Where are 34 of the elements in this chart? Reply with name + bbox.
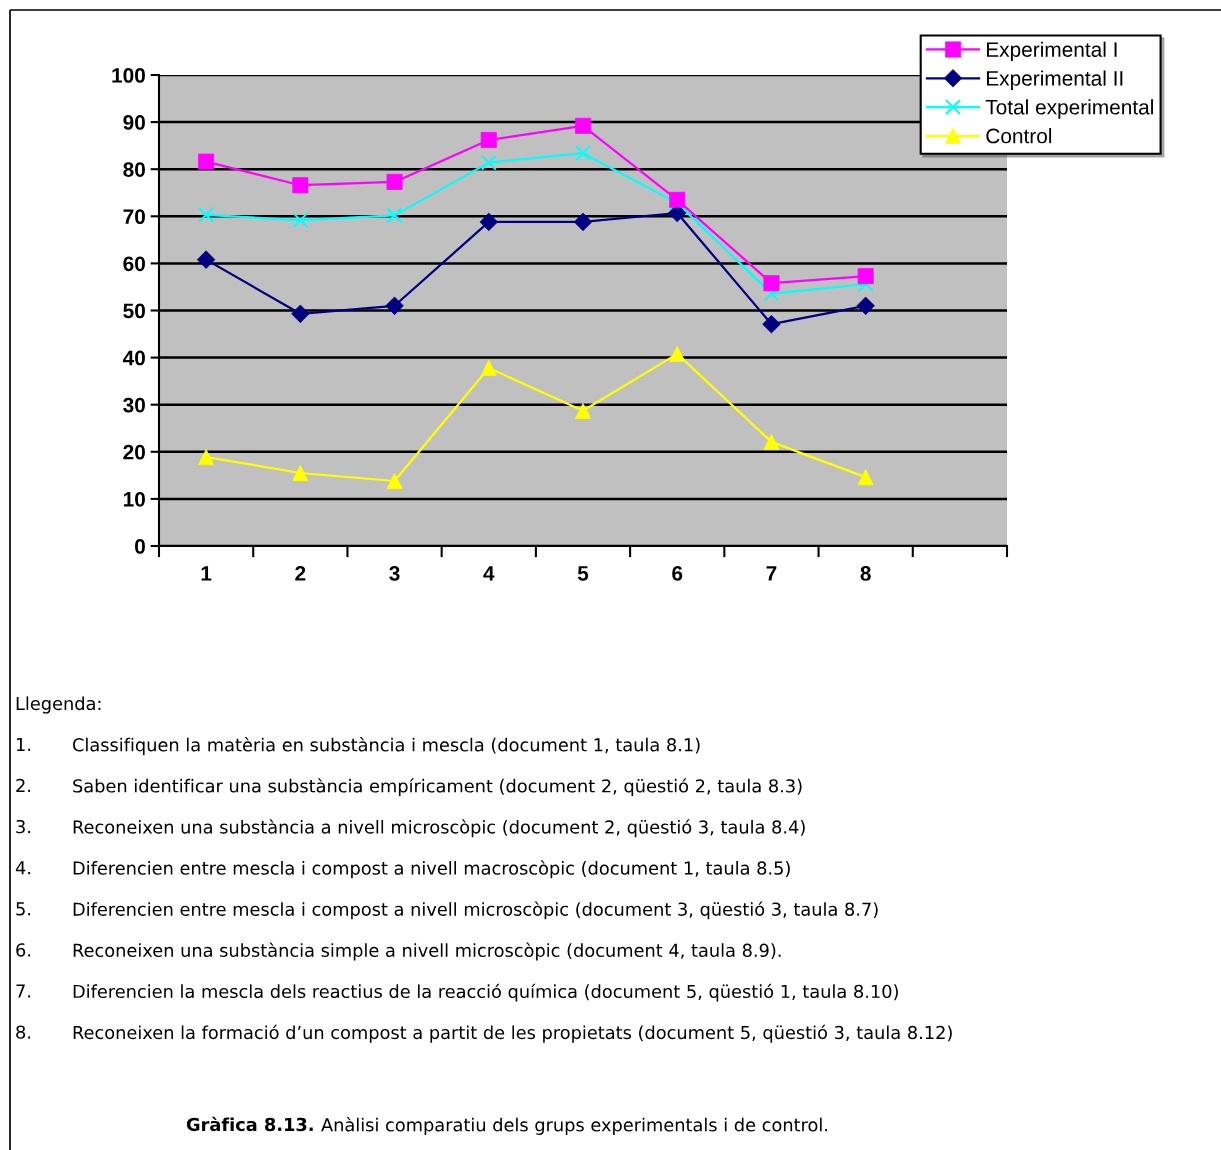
y-tick-label: 0 [135,539,145,554]
y-tick-label: 70 [123,209,145,225]
text: 1. Classifiquen la matèria en substància i mescla (document 1, taula 8.1) [16,737,700,755]
legend-label: Experimental I [987,41,1117,62]
y-tick-label: 90 [123,115,145,130]
text: Gràfica 8.13. [186,1116,313,1132]
text: 2. Saben identificar una substància empíricament (document 2, qüestió 2, taula 8.3) [16,778,802,797]
y-tick-label: 50 [123,303,145,319]
text: 6. Reconeixen una substància simple a nivell microscòpic (document 4, taula 8.9). [16,942,781,961]
x-tick-label: 2 [295,565,306,581]
x-tick-label: 1 [201,566,212,581]
x-tick-label: 5 [577,566,589,581]
x-tick-label: 8 [860,565,871,581]
text: Llegenda: [16,696,101,714]
y-tick-label: 100 [112,68,145,83]
text: 4. Diferencien entre mescla i compost a nivell macroscòpic (document 1, taula 8.5) [15,860,790,879]
y-tick-label: 80 [123,162,145,177]
x-tick-label: 4 [483,566,495,581]
text: 8. Reconeixen la formació d’un compost a partit de les propietats (document 5, qüestió 3, taula 8.12) [16,1024,952,1043]
legend-label: Control [986,128,1052,144]
x-tick-label: 3 [389,565,400,581]
text: 5. Diferencien entre mescla i compost a nivell microscòpic (document 3, qüestió 3, taula 8.7) [16,901,878,920]
x-tick-label: 6 [672,565,683,581]
x-tick-label: 7 [766,566,777,581]
text: 7. Diferencien la mescla dels reactius de la reacció química (document 5, qüestió 1, taula 8.10) [16,983,898,1002]
y-tick-label: 30 [123,397,145,413]
y-tick-label: 60 [123,256,145,272]
y-tick-label: 40 [122,350,145,366]
legend-label: Experimental II [987,70,1123,90]
y-tick-label: 10 [123,491,145,507]
text: 3. Reconeixen una substància a nivell microscòpic (document 2, qüestió 3, taula 8.4) [16,819,805,838]
text: Anàlisi comparatiu dels grups experimentals i de control. [321,1117,828,1135]
legend-label: Total experimental [985,99,1153,119]
y-tick-label: 20 [123,444,145,460]
